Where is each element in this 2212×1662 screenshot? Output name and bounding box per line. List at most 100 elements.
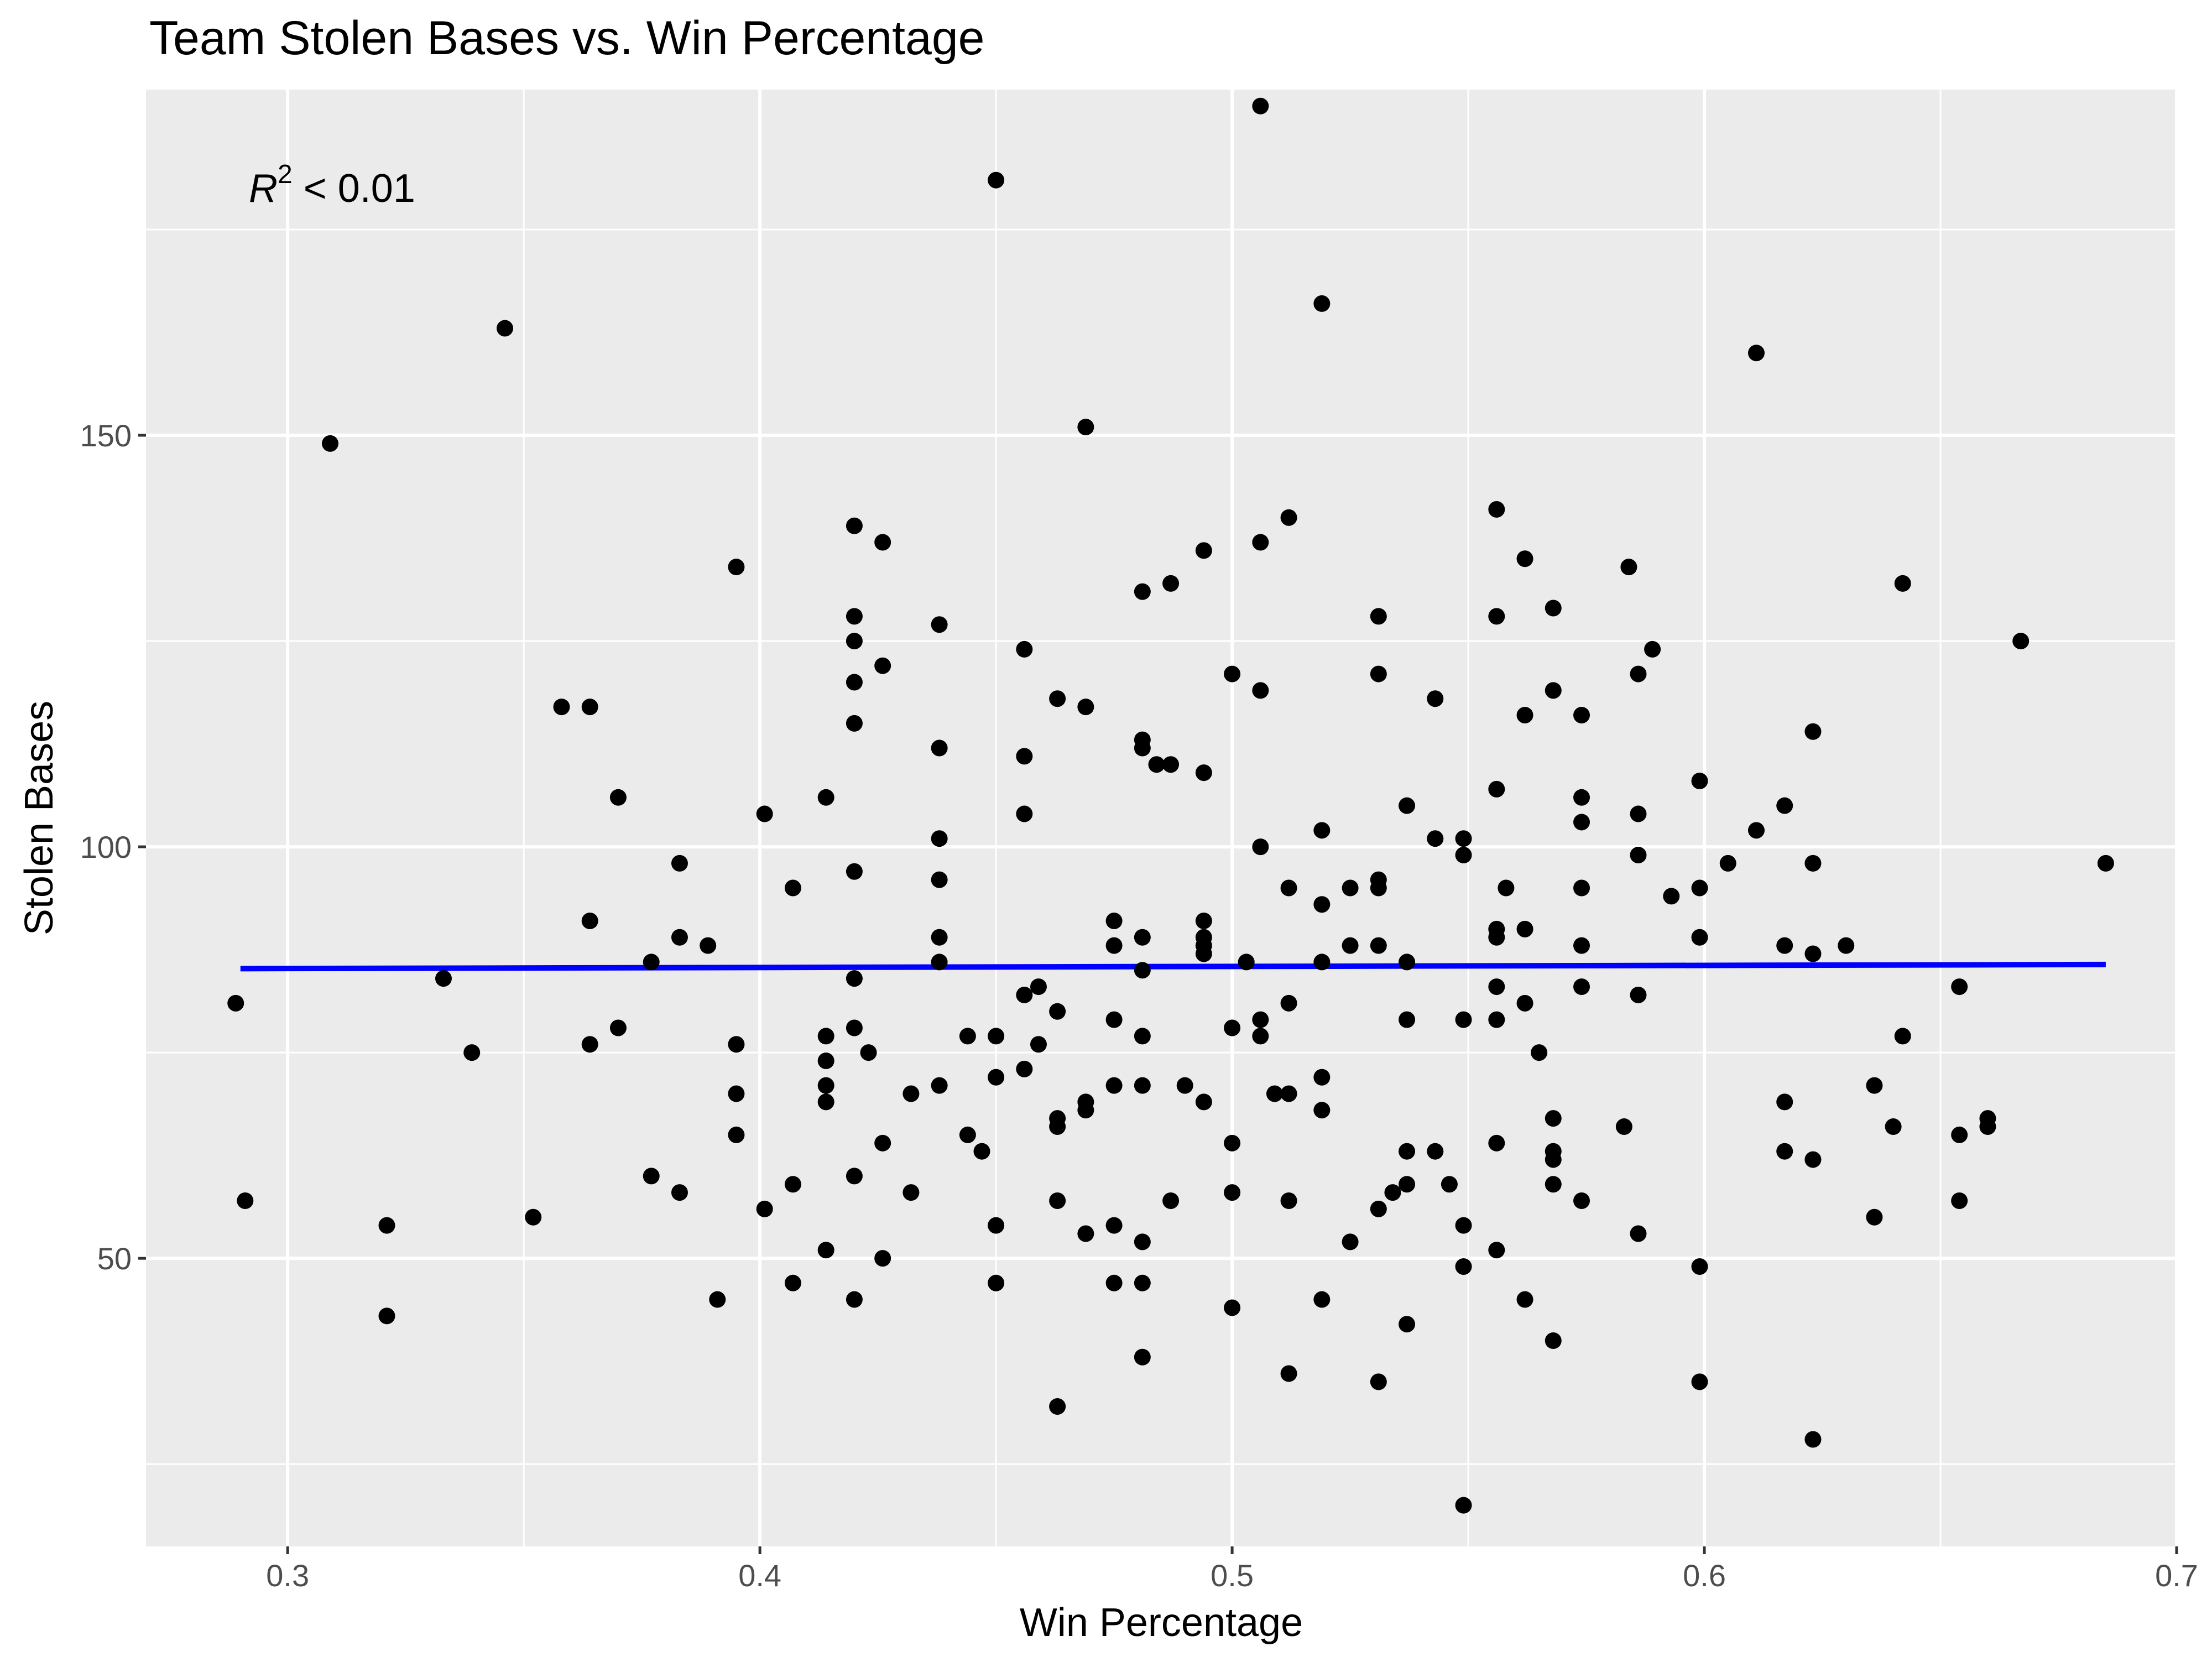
- scatter-point: [1016, 1060, 1033, 1077]
- scatter-point: [931, 616, 948, 633]
- scatter-point: [1804, 1431, 1822, 1448]
- scatter-point: [1016, 748, 1033, 765]
- scatter-point: [1399, 954, 1416, 971]
- r-squared-annotation: R2 < 0.01: [249, 160, 415, 211]
- scatter-point: [378, 1217, 395, 1234]
- scatter-point: [1894, 1028, 1911, 1045]
- scatter-point: [784, 1274, 801, 1291]
- scatter-point: [1105, 1077, 1123, 1094]
- scatter-point: [1342, 1233, 1359, 1251]
- scatter-point: [1280, 1192, 1297, 1209]
- scatter-point: [1620, 559, 1637, 576]
- scatter-point: [1313, 295, 1331, 312]
- scatter-point: [1224, 1299, 1241, 1316]
- scatter-point: [1134, 962, 1151, 979]
- scatter-point: [2097, 855, 2114, 872]
- scatter-point: [525, 1208, 542, 1226]
- scatter-point: [1488, 1011, 1505, 1028]
- scatter-point: [1134, 1077, 1151, 1094]
- scatter-point: [846, 633, 863, 650]
- scatter-point: [227, 994, 244, 1012]
- scatter-point: [756, 1200, 773, 1217]
- scatter-point: [1545, 682, 1562, 699]
- scatter-point: [931, 1077, 948, 1094]
- scatter-point: [1195, 945, 1212, 962]
- scatter-point: [1134, 583, 1151, 600]
- scatter-point: [1691, 879, 1708, 897]
- scatter-point: [817, 1242, 834, 1259]
- scatter-point: [1105, 937, 1123, 954]
- scatter-point: [1804, 945, 1822, 962]
- scatter-point: [709, 1291, 726, 1308]
- scatter-point: [1384, 1184, 1401, 1201]
- scatter-point: [1573, 814, 1590, 831]
- scatter-point: [988, 171, 1005, 189]
- scatter-point: [1266, 1085, 1283, 1102]
- scatter-point: [700, 937, 717, 954]
- scatter-point: [756, 805, 773, 822]
- scatter-point: [1342, 879, 1359, 897]
- r-squared-value: < 0.01: [293, 166, 415, 211]
- scatter-point: [1134, 739, 1151, 757]
- scatter-point: [1488, 780, 1505, 798]
- scatter-point: [1280, 879, 1297, 897]
- scatter-point: [1077, 1102, 1094, 1119]
- x-axis-title: Win Percentage: [1020, 1601, 1303, 1645]
- scatter-point: [1252, 1011, 1269, 1028]
- scatter-point: [1630, 986, 1647, 1003]
- scatter-point: [902, 1184, 920, 1201]
- scatter-point: [1776, 1093, 1793, 1111]
- scatter-point: [846, 1291, 863, 1308]
- scatter-point: [931, 830, 948, 847]
- scatter-point: [1077, 419, 1094, 436]
- scatter-point: [1630, 1225, 1647, 1242]
- scatter-point: [1370, 608, 1387, 625]
- scatter-point: [1370, 1373, 1387, 1390]
- scatter-point: [874, 1134, 891, 1152]
- scatter-point: [1224, 1019, 1241, 1036]
- scatter-point: [1077, 699, 1094, 716]
- scatter-point: [497, 320, 514, 337]
- scatter-point: [1399, 1011, 1416, 1028]
- scatter-point: [846, 517, 863, 534]
- scatter-point: [1224, 1184, 1241, 1201]
- scatter-point: [1747, 822, 1765, 839]
- scatter-point: [1252, 534, 1269, 551]
- scatter-point: [322, 435, 339, 452]
- scatter-point: [1885, 1118, 1902, 1135]
- scatter-point: [1049, 1398, 1066, 1415]
- plot-panel: [146, 90, 2177, 1546]
- scatter-point: [1516, 994, 1533, 1012]
- scatter-point: [846, 1168, 863, 1185]
- scatter-point: [1313, 954, 1331, 971]
- scatter-point: [1370, 879, 1387, 897]
- scatter-point: [553, 699, 570, 716]
- scatter-point: [1280, 1085, 1297, 1102]
- scatter-point: [1951, 1192, 1968, 1209]
- scatter-point: [1488, 1242, 1505, 1259]
- scatter-point: [1030, 1036, 1047, 1053]
- scatter-point: [671, 855, 688, 872]
- scatter-point: [1134, 1348, 1151, 1366]
- scatter-point: [1804, 1151, 1822, 1168]
- y-axis-title: Stolen Bases: [17, 701, 61, 935]
- scatter-point: [817, 1093, 834, 1111]
- scatter-point: [784, 879, 801, 897]
- scatter-point: [1313, 1102, 1331, 1119]
- scatter-point: [1224, 1134, 1241, 1152]
- scatter-point: [1030, 978, 1047, 996]
- x-tick-label: 0.4: [738, 1558, 781, 1593]
- scatter-point: [1804, 855, 1822, 872]
- y-axis-ticks: 50 100 150: [80, 418, 146, 1276]
- scatter-point: [1516, 550, 1533, 567]
- scatter-point: [1644, 640, 1661, 658]
- scatter-point: [1615, 1118, 1632, 1135]
- scatter-point: [1455, 1497, 1472, 1514]
- scatter-point: [1195, 542, 1212, 559]
- scatter-point: [1162, 575, 1180, 592]
- scatter-point: [1105, 1274, 1123, 1291]
- scatter-point: [1427, 830, 1444, 847]
- x-axis-ticks: 0.3 0.4 0.5 0.6 0.7: [266, 1546, 2198, 1593]
- scatter-points: [227, 97, 2114, 1514]
